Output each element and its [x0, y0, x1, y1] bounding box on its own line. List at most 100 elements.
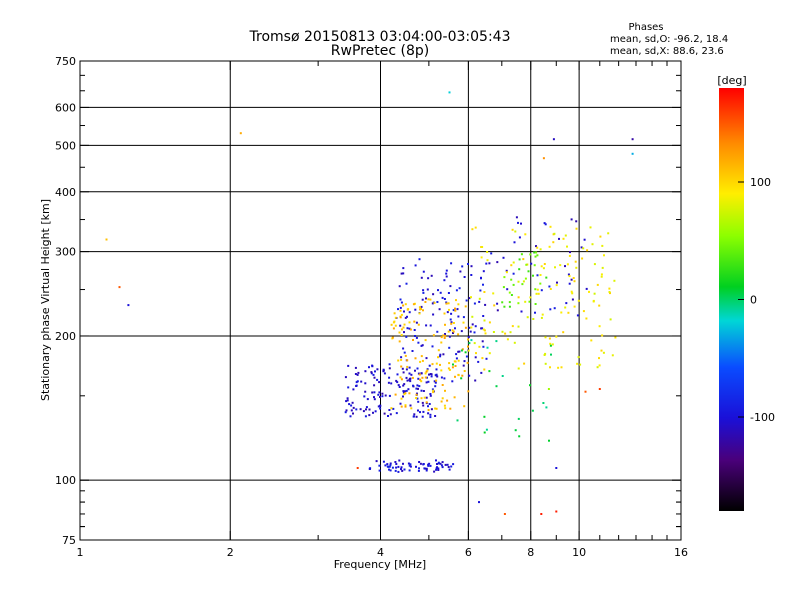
data-point	[520, 253, 523, 256]
data-point	[379, 396, 381, 398]
data-point	[378, 469, 381, 472]
data-point	[467, 336, 470, 339]
data-point	[586, 249, 589, 252]
data-point	[402, 304, 405, 307]
data-point	[431, 388, 434, 391]
data-point	[425, 376, 428, 379]
data-point	[417, 377, 420, 380]
data-point	[392, 407, 395, 410]
data-point	[403, 351, 406, 354]
data-point	[544, 223, 547, 226]
data-point	[468, 374, 471, 377]
data-point	[370, 372, 373, 375]
data-point	[371, 391, 374, 394]
data-point	[466, 361, 469, 364]
data-point	[580, 246, 583, 249]
data-point	[457, 359, 460, 362]
data-point	[414, 357, 417, 360]
data-point	[474, 379, 477, 382]
data-point	[428, 403, 431, 405]
data-point	[599, 235, 602, 238]
data-point	[539, 274, 542, 276]
data-point	[440, 400, 443, 403]
data-point	[463, 370, 466, 372]
data-point	[377, 393, 380, 396]
data-point	[468, 297, 471, 300]
data-point	[401, 469, 404, 472]
x-tick-label: 16	[674, 546, 688, 559]
data-point	[471, 323, 474, 326]
data-point	[508, 301, 511, 304]
data-point	[443, 404, 446, 407]
data-point	[400, 334, 403, 336]
data-point	[419, 411, 421, 414]
data-point	[346, 397, 349, 400]
data-point	[345, 409, 348, 412]
data-point	[611, 354, 614, 357]
data-point	[483, 368, 486, 371]
y-tick-label: 300	[55, 246, 76, 259]
data-point	[477, 360, 480, 363]
data-point	[400, 272, 403, 275]
data-point	[524, 300, 527, 303]
data-point	[397, 465, 400, 468]
data-point	[482, 283, 484, 286]
data-point	[402, 371, 405, 374]
x-tick-labels: 1 2 4 6 8 10 16	[77, 546, 689, 559]
data-point	[483, 431, 486, 434]
data-point	[449, 329, 451, 332]
data-point	[400, 356, 403, 359]
data-point	[384, 394, 387, 397]
data-point	[543, 222, 546, 225]
data-point	[383, 372, 386, 375]
data-point	[448, 362, 451, 365]
data-point	[399, 376, 402, 379]
data-point	[404, 316, 407, 319]
data-point	[593, 292, 596, 295]
data-point	[409, 465, 412, 468]
data-point	[409, 377, 412, 380]
data-point	[394, 469, 397, 472]
data-point	[383, 412, 386, 415]
data-point	[540, 265, 543, 268]
data-point	[415, 387, 418, 390]
data-point	[488, 352, 491, 355]
data-point	[579, 363, 582, 366]
data-point	[239, 132, 242, 135]
data-point	[539, 282, 542, 285]
data-point	[393, 320, 396, 323]
data-point	[346, 399, 349, 402]
data-point	[520, 310, 523, 313]
data-point	[555, 284, 558, 287]
data-point	[404, 404, 407, 407]
data-point	[513, 241, 516, 244]
data-point	[432, 293, 435, 296]
axis-ticks	[79, 60, 682, 541]
data-point	[441, 466, 444, 469]
data-point	[414, 308, 417, 311]
data-point	[420, 305, 423, 308]
data-point	[412, 415, 415, 418]
data-point	[505, 271, 508, 274]
data-point	[425, 324, 428, 327]
data-point	[485, 262, 488, 265]
data-point	[444, 407, 447, 410]
data-point	[517, 280, 520, 283]
data-point	[344, 376, 347, 379]
data-point	[554, 266, 556, 269]
data-point	[439, 363, 441, 366]
data-point	[424, 372, 427, 375]
data-point	[531, 409, 534, 412]
data-point	[427, 409, 430, 411]
data-point	[439, 462, 442, 465]
data-point	[461, 265, 464, 268]
data-point	[483, 291, 486, 293]
data-point	[424, 301, 427, 303]
data-point	[368, 468, 371, 470]
data-point	[406, 327, 409, 330]
data-point	[347, 386, 350, 389]
data-point	[581, 257, 584, 260]
data-point	[409, 380, 412, 383]
data-point	[434, 407, 437, 410]
colorbar-ticks: 100 0 -100	[738, 176, 775, 424]
